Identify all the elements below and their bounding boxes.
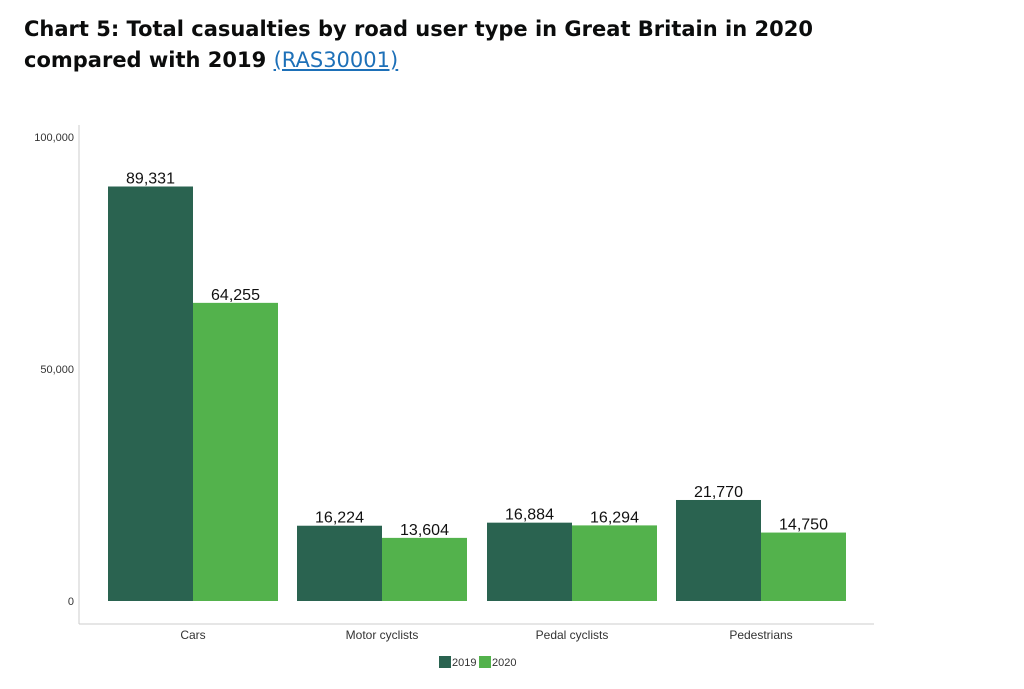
bar-2020: [572, 525, 657, 601]
bar-2019: [297, 525, 382, 601]
chart-legend: 2019 2020: [439, 656, 516, 669]
category-label: Pedestrians: [729, 628, 792, 642]
bar-2019: [676, 499, 761, 601]
legend-item-2020: 2020: [479, 656, 516, 669]
data-label: 21,770: [694, 484, 743, 501]
legend-swatch: [439, 656, 451, 668]
data-label: 16,884: [505, 507, 554, 524]
chart-title: Chart 5: Total casualties by road user t…: [24, 14, 924, 76]
bar-2019: [487, 522, 572, 601]
category-label: Cars: [180, 628, 205, 642]
legend-item-2019: 2019: [439, 656, 476, 669]
chart-title-text: Chart 5: Total casualties by road user t…: [24, 17, 813, 72]
data-label: 13,604: [400, 522, 449, 539]
bar-2020: [761, 532, 846, 601]
y-tick-label: 100,000: [34, 132, 74, 144]
bar-2020: [382, 537, 467, 601]
data-label: 16,224: [315, 510, 364, 527]
data-label: 14,750: [779, 517, 828, 534]
data-label: 89,331: [126, 171, 175, 188]
category-label: Pedal cyclists: [536, 628, 609, 642]
bar-2019: [108, 186, 193, 602]
ras30001-link[interactable]: (RAS30001): [273, 48, 399, 72]
bar-2020: [193, 302, 278, 601]
data-label: 16,294: [590, 509, 639, 526]
chart-labels: 89,331 64,255 Cars 16,224 13,604 Motor cyclis…: [126, 171, 828, 642]
y-tick-label: 50,000: [40, 364, 74, 376]
category-label: Motor cyclists: [346, 628, 419, 642]
chart-bars: [108, 186, 846, 602]
legend-label: 2020: [492, 657, 516, 669]
legend-label: 2019: [452, 657, 476, 669]
y-tick-label: 0: [68, 596, 74, 608]
data-label: 64,255: [211, 287, 260, 304]
chart-axes: 0 50,000 100,000: [34, 125, 874, 625]
legend-swatch: [479, 656, 491, 668]
